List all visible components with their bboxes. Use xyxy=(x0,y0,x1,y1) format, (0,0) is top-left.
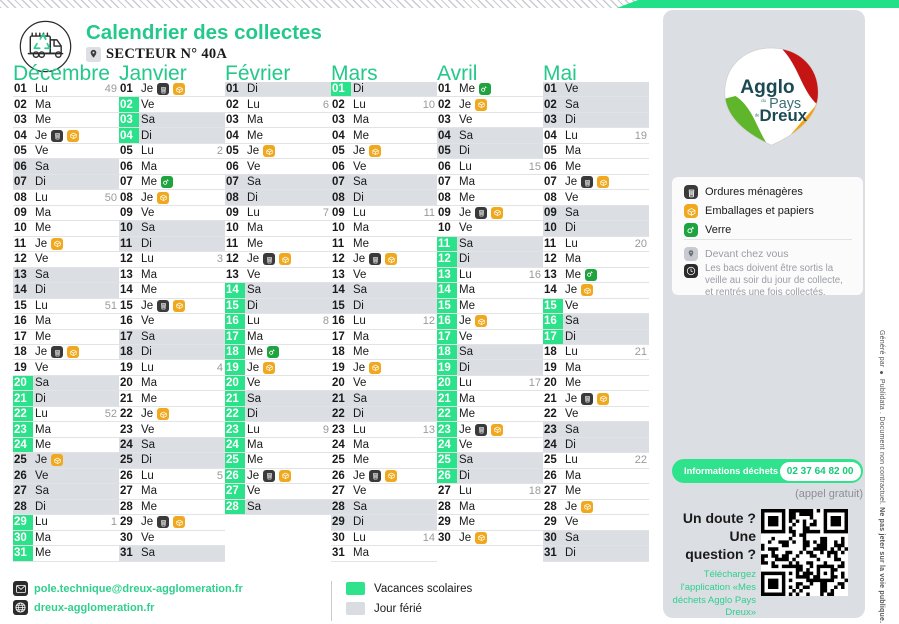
svg-text:du: du xyxy=(761,98,766,103)
svg-text:Agglo: Agglo xyxy=(740,77,794,98)
svg-text:de: de xyxy=(755,112,760,117)
svg-text:Dreux: Dreux xyxy=(760,106,808,125)
